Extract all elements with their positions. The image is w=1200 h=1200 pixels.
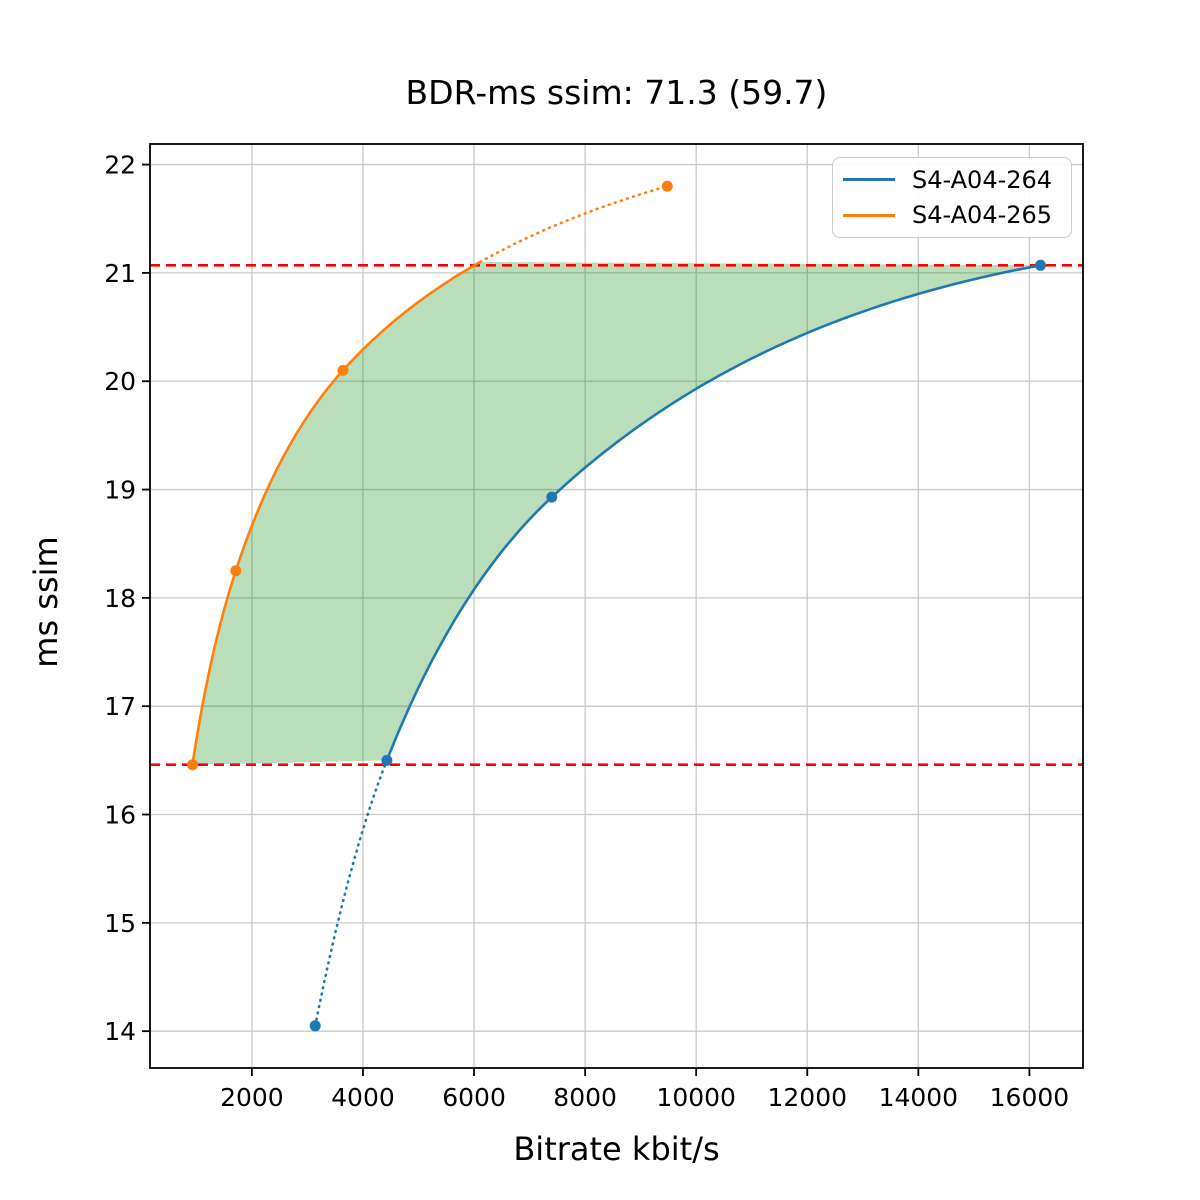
x-axis-label: Bitrate kbit/s xyxy=(513,1130,720,1168)
tick-labels: 2000 4000 6000 8000 10000 12000 14000 16000 14 15… xyxy=(104,151,1069,1112)
chart-title: BDR-ms ssim: 71.3 (59.7) xyxy=(405,73,828,112)
axes-frame xyxy=(149,143,1084,1069)
y-tick-label-21: 21 xyxy=(104,259,136,288)
bd-shaded-region xyxy=(192,261,1041,765)
y-tick-label-14: 14 xyxy=(104,1017,136,1046)
legend-entry-s4-a04-265: S4-A04-265 xyxy=(843,201,1071,229)
series-line-s4-a04-265 xyxy=(191,260,481,765)
x-tick-label-12000: 12000 xyxy=(767,1083,847,1112)
data-point-s4-a04-264 xyxy=(1035,259,1046,271)
series-line-dotted-s4-a04-265 xyxy=(479,184,669,264)
legend-line-sample xyxy=(843,178,895,182)
x-tick-label-2000: 2000 xyxy=(220,1083,284,1112)
y-tick-label-22: 22 xyxy=(104,151,136,180)
legend: S4-A04-264 S4-A04-265 xyxy=(832,157,1072,238)
data-point-s4-a04-264 xyxy=(546,491,558,503)
grid xyxy=(150,144,1083,1068)
data-point-s4-a04-265 xyxy=(337,364,349,376)
x-tick-label-16000: 16000 xyxy=(990,1083,1070,1112)
legend-entry-s4-a04-264: S4-A04-264 xyxy=(843,166,1071,194)
y-tick-label-18: 18 xyxy=(104,584,136,613)
y-tick-label-15: 15 xyxy=(104,909,136,938)
x-tick-label-8000: 8000 xyxy=(553,1083,617,1112)
series-line-dotted-s4-a04-264 xyxy=(313,759,389,1028)
legend-line-sample xyxy=(843,213,895,217)
y-tick-label-16: 16 xyxy=(104,801,136,830)
y-tick-label-20: 20 xyxy=(104,367,136,396)
legend-label: S4-A04-265 xyxy=(912,201,1053,230)
data-point-s4-a04-264 xyxy=(381,754,393,766)
x-tick-label-4000: 4000 xyxy=(331,1083,395,1112)
x-tick-label-6000: 6000 xyxy=(442,1083,506,1112)
data-point-s4-a04-265 xyxy=(187,759,198,771)
y-tick-label-19: 19 xyxy=(104,476,136,505)
x-tick-label-10000: 10000 xyxy=(656,1083,736,1112)
data-point-s4-a04-265 xyxy=(230,565,242,577)
y-axis-label: ms ssim xyxy=(27,536,65,668)
legend-label: S4-A04-264 xyxy=(912,165,1053,194)
x-tick-label-14000: 14000 xyxy=(879,1083,959,1112)
data-point-s4-a04-264 xyxy=(309,1020,321,1032)
data-point-s4-a04-265 xyxy=(661,180,673,192)
y-tick-label-17: 17 xyxy=(104,692,136,721)
